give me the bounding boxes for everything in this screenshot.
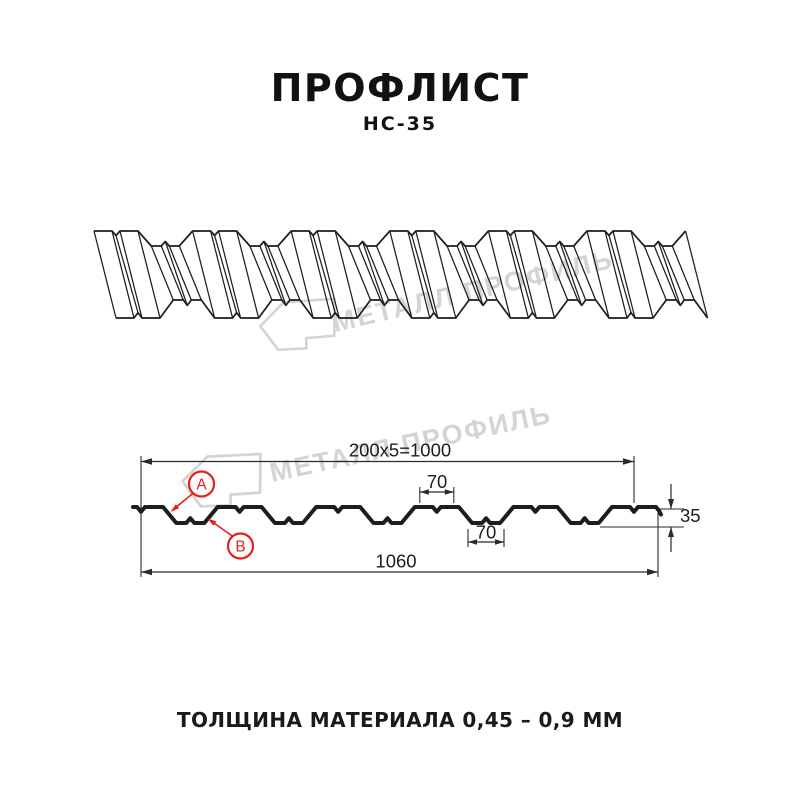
callout-b-label: В bbox=[235, 539, 245, 556]
metall-profil-logo-icon bbox=[181, 452, 262, 508]
watermark-layer: МЕТАЛЛ ПРОФИЛЬ МЕТАЛЛ ПРОФИЛЬ bbox=[181, 244, 616, 508]
callout-b-circle bbox=[226, 532, 255, 560]
dim-profile-height: 35 bbox=[680, 505, 701, 526]
dimension-lines bbox=[140, 456, 684, 577]
cross-section-drawing bbox=[131, 505, 663, 525]
material-thickness-note: ТОЛЩИНА МАТЕРИАЛА 0,45 – 0,9 ММ bbox=[176, 708, 624, 732]
metall-profil-logo-icon bbox=[259, 297, 336, 352]
page-title: ПРОФЛИСТ bbox=[270, 66, 530, 110]
dim-valley-width: 70 bbox=[476, 522, 497, 543]
dim-crest-width: 70 bbox=[427, 471, 448, 492]
callout-a-label: А bbox=[196, 477, 207, 494]
sheet-3d-drawing bbox=[93, 230, 709, 319]
callout-a-circle bbox=[187, 470, 216, 498]
callout-leaders bbox=[170, 491, 234, 538]
profile-model-subtitle: НС-35 bbox=[362, 113, 438, 135]
dim-useful-width: 200x5=1000 bbox=[349, 440, 451, 461]
dim-overall-width: 1060 bbox=[375, 551, 416, 572]
